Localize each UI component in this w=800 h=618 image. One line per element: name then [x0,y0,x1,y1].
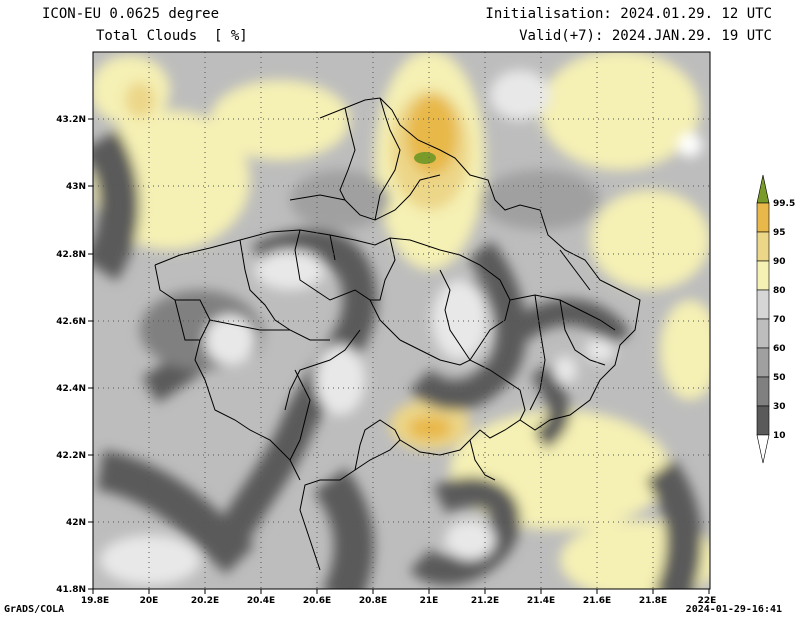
render-timestamp: 2024-01-29-16:41 [685,604,782,615]
colorbar-labels: 99.5 95 90 80 70 60 50 30 10 [773,199,795,441]
colorbar-swatch [756,260,770,291]
x-tick-label: 21E [420,596,439,606]
colorbar-swatch [756,318,770,349]
colorbar-swatch [756,405,770,436]
colorbar-label: 30 [773,402,786,412]
y-tick-label: 41.8N [56,585,86,595]
colorbar-swatch [756,376,770,407]
y-tick-label: 42.8N [56,250,86,260]
y-axis-labels: 41.8N 42N 42.2N 42.4N 42.6N 42.8N 43N 43… [56,115,86,595]
x-tick-label: 20.2E [191,596,219,606]
y-tick-label: 43.2N [56,115,86,125]
colorbar-swatch [756,347,770,378]
colorbar-label: 80 [773,286,786,296]
colorbar [756,174,770,464]
x-tick-label: 21.2E [471,596,499,606]
colorbar-label: 10 [773,431,786,441]
x-tick-label: 20.4E [247,596,275,606]
y-tick-label: 42.2N [56,451,86,461]
software-credit: GrADS/COLA [4,604,65,615]
y-tick-label: 42.6N [56,317,86,327]
axis-ticks [88,118,710,594]
colorbar-label: 60 [773,344,786,354]
colorbar-label: 50 [773,373,786,383]
x-tick-label: 22E [698,596,717,606]
colorbar-label: 95 [773,228,786,238]
x-tick-label: 21.4E [527,596,555,606]
colorbar-label: 70 [773,315,786,325]
colorbar-label: 90 [773,257,786,267]
colorbar-swatch [756,289,770,320]
valid-time: Valid(+7): 2024.JAN.29. 19 UTC [519,28,772,44]
init-time: Initialisation: 2024.01.29. 12 UTC [485,6,772,22]
cloud-field [93,52,710,589]
x-axis-labels: 19.8E 20E 20.2E 20.4E 20.6E 20.8E 21E 21… [81,596,717,606]
y-tick-label: 42.4N [56,384,86,394]
colorbar-swatch [756,231,770,262]
colorbar-label: 99.5 [773,199,795,209]
model-title: ICON-EU 0.0625 degree [42,6,220,22]
colorbar-swatch [756,202,770,233]
colorbar-bottom-arrow [756,434,770,464]
colorbar-top-arrow [756,174,770,204]
x-tick-label: 21.6E [583,596,611,606]
variable-title: Total Clouds [ %] [96,28,248,44]
x-tick-label: 21.8E [639,596,667,606]
y-tick-label: 43N [66,182,86,192]
x-tick-label: 19.8E [81,596,109,606]
x-tick-label: 20.8E [359,596,387,606]
max-cloud-spot [414,152,436,164]
x-tick-label: 20.6E [303,596,331,606]
x-tick-label: 20E [140,596,159,606]
y-tick-label: 42N [66,518,86,528]
